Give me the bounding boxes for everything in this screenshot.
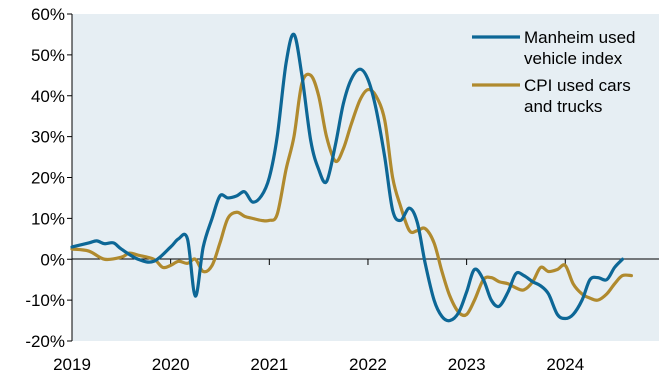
series-line-manheim	[70, 32, 625, 323]
x-tick-label: 2024	[546, 355, 584, 374]
y-tick-label: 50%	[31, 46, 65, 65]
x-tick-label: 2020	[152, 355, 190, 374]
legend-label: CPI used cars	[524, 76, 631, 95]
y-axis-ticks: -20% -10% 0% 10% 20% 30% 40% 50% 60%	[25, 5, 72, 351]
y-tick-label: 30%	[31, 128, 65, 147]
y-tick-label: -20%	[25, 332, 65, 351]
y-tick-label: 60%	[31, 5, 65, 24]
legend-label: and trucks	[524, 97, 602, 116]
y-tick-label: 20%	[31, 169, 65, 188]
y-tick-label: 10%	[31, 209, 65, 228]
x-tick-label: 2021	[250, 355, 288, 374]
legend-label: Manheim used	[524, 28, 636, 47]
legend-label: vehicle index	[524, 49, 623, 68]
x-tick-label: 2019	[53, 355, 91, 374]
series-line-cpi	[70, 72, 633, 318]
x-tick-label: 2022	[349, 355, 387, 374]
legend: Manheim used vehicle index CPI used cars an…	[472, 28, 636, 116]
y-tick-label: -10%	[25, 291, 65, 310]
x-tick-label: 2023	[448, 355, 486, 374]
y-tick-label: 0%	[40, 250, 65, 269]
series-layer	[70, 32, 633, 323]
x-axis-ticks: 2019 2020 2021 2022 2023 2024	[53, 259, 584, 374]
plot-background	[72, 14, 659, 341]
y-tick-label: 40%	[31, 87, 65, 106]
